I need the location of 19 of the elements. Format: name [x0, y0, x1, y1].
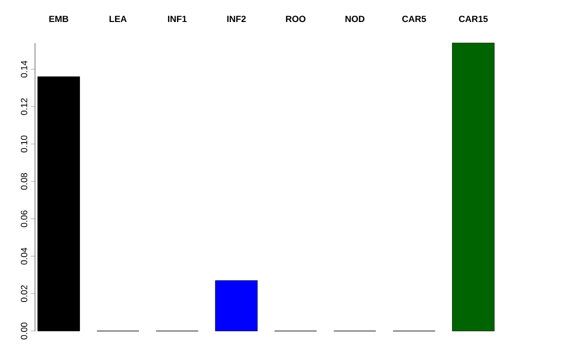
bar — [37, 76, 80, 332]
x-tick-label: CAR15 — [458, 16, 488, 22]
x-tick-label: NOD — [345, 16, 364, 22]
x-tick-label: LEA — [110, 16, 127, 22]
y-tick-label: 0.08 — [20, 173, 28, 190]
x-tick-label: CAR5 — [402, 16, 426, 22]
y-tick-label: 0.12 — [20, 98, 28, 115]
y-tick-label: 0.10 — [20, 136, 28, 152]
bar — [215, 280, 258, 332]
y-tick-label: 0.06 — [20, 210, 28, 228]
x-tick-label: EMB — [49, 16, 68, 22]
x-tick-label: INF1 — [168, 16, 187, 22]
y-tick-label: 0.14 — [20, 60, 28, 78]
bar — [452, 42, 495, 332]
y-tick-label: 0.02 — [20, 285, 28, 302]
y-tick-label: 0.00 — [20, 322, 28, 340]
y-tick-label: 0.04 — [20, 248, 28, 265]
x-tick-label: ROO — [286, 16, 306, 22]
x-tick-label: INF2 — [227, 16, 246, 22]
